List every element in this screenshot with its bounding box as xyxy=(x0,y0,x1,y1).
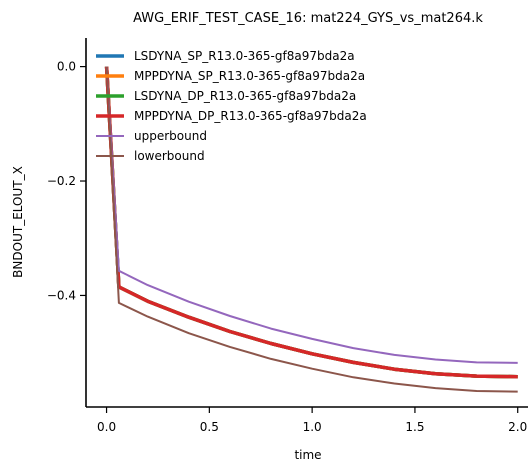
axes: 0.0 0.5 1.0 1.5 2.0 0.0 −0.2 −0.4 xyxy=(47,38,528,434)
y-tick-label: −0.2 xyxy=(47,174,76,188)
x-tick-label: 1.5 xyxy=(405,420,424,434)
x-tick-label: 1.0 xyxy=(303,420,322,434)
y-tick-label: 0.0 xyxy=(57,60,76,74)
x-axis-label: time xyxy=(294,448,321,462)
legend-label-3: LSDYNA_DP_R13.0-365-gf8a97bda2a xyxy=(134,89,356,103)
legend-label-4: MPPDYNA_DP_R13.0-365-gf8a97bda2a xyxy=(134,109,367,123)
series-line-4 xyxy=(104,66,518,379)
x-tick-label: 2.0 xyxy=(508,420,527,434)
series-line-6 xyxy=(105,66,518,393)
legend: LSDYNA_SP_R13.0-365-gf8a97bda2a MPPDYNA_S… xyxy=(96,49,367,163)
y-tick-label: −0.4 xyxy=(47,288,76,302)
series-line-5 xyxy=(105,66,518,364)
legend-label-5: upperbound xyxy=(134,129,207,143)
legend-label-2: MPPDYNA_SP_R13.0-365-gf8a97bda2a xyxy=(134,69,365,83)
y-axis-label: BNDOUT_ELOUT_X xyxy=(11,166,25,278)
legend-label-6: lowerbound xyxy=(134,149,205,163)
chart-title: AWG_ERIF_TEST_CASE_16: mat224_GYS_vs_mat… xyxy=(133,11,483,26)
x-tick-label: 0.0 xyxy=(97,420,116,434)
legend-label-1: LSDYNA_SP_R13.0-365-gf8a97bda2a xyxy=(134,49,355,63)
plot-area xyxy=(104,66,518,393)
x-tick-label: 0.5 xyxy=(200,420,219,434)
